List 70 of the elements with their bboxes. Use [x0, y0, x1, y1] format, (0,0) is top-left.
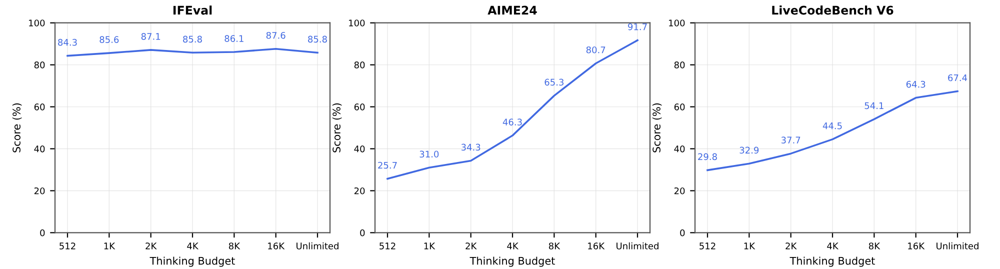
- x-tick-label: 16K: [908, 242, 925, 250]
- x-tick-label: 16K: [268, 242, 285, 250]
- y-tick-label: 0: [40, 229, 45, 236]
- data-label: 29.8: [698, 153, 717, 160]
- data-label: 85.8: [308, 36, 327, 43]
- y-tick-label: 60: [674, 104, 685, 110]
- data-label: 31.0: [420, 150, 439, 158]
- y-tick-label: 20: [674, 187, 685, 194]
- data-label: 32.9: [740, 146, 759, 154]
- data-label: 85.6: [100, 36, 119, 43]
- data-label: 46.3: [502, 118, 522, 126]
- data-label: 67.4: [948, 74, 968, 82]
- y-tick-label: 40: [674, 145, 685, 152]
- data-label: 34.3: [461, 144, 480, 151]
- data-label: 25.7: [378, 162, 397, 169]
- data-label: 44.5: [822, 122, 842, 130]
- x-tick-label: 8K: [548, 242, 560, 250]
- y-tick-label: 60: [34, 104, 45, 110]
- x-tick-label: Unlimited: [936, 242, 978, 250]
- x-tick-label: 1K: [424, 242, 436, 250]
- y-tick-label: 80: [674, 62, 685, 68]
- data-label: 86.1: [224, 35, 244, 42]
- x-tick-label: 512: [380, 242, 396, 250]
- x-tick-label: 8K: [228, 242, 240, 250]
- x-tick-label: 4K: [827, 242, 839, 250]
- x-tick-label: 1K: [104, 242, 116, 250]
- y-tick-label: 20: [354, 187, 365, 194]
- x-tick-label: 2K: [466, 242, 477, 250]
- chart-title: LiveCodeBench V6: [772, 6, 894, 15]
- y-axis-title: Score (%): [332, 103, 342, 152]
- y-axis-title: Score (%): [12, 103, 22, 152]
- data-label: 84.3: [58, 38, 77, 46]
- chart-title: AIME24: [488, 6, 537, 15]
- data-label: 54.1: [864, 102, 884, 110]
- data-label: 64.3: [906, 80, 926, 88]
- line-series: [66, 48, 318, 57]
- data-label: 91.7: [628, 23, 647, 30]
- x-tick-label: 2K: [786, 242, 797, 250]
- y-tick-label: 80: [34, 62, 45, 68]
- x-tick-label: 4K: [187, 242, 199, 250]
- x-tick-label: Unlimited: [616, 242, 658, 250]
- chart-title: IFEval: [173, 6, 212, 15]
- x-tick-label: Unlimited: [296, 242, 338, 250]
- y-tick-label: 40: [354, 145, 365, 152]
- x-tick-label: 8K: [868, 242, 880, 250]
- y-tick-label: 60: [354, 104, 365, 110]
- x-tick-label: 2K: [146, 242, 157, 250]
- y-tick-label: 100: [349, 20, 365, 26]
- data-label: 87.6: [266, 32, 286, 39]
- x-axis-title: Thinking Budget: [790, 256, 875, 267]
- y-tick-label: 100: [669, 20, 685, 26]
- y-tick-label: 100: [29, 20, 45, 26]
- x-tick-label: 4K: [507, 242, 519, 250]
- x-axis-title: Thinking Budget: [470, 256, 555, 267]
- y-tick-label: 80: [354, 62, 365, 68]
- data-label: 65.3: [544, 78, 564, 86]
- x-tick-label: 512: [700, 242, 716, 250]
- y-tick-label: 40: [34, 145, 45, 152]
- data-label: 85.8: [183, 36, 202, 43]
- data-label: 80.7: [586, 46, 606, 54]
- x-tick-label: 512: [60, 242, 76, 250]
- y-tick-label: 0: [360, 229, 365, 236]
- x-tick-label: 16K: [588, 242, 605, 250]
- x-axis-title: Thinking Budget: [150, 256, 235, 267]
- y-axis-title: Score (%): [652, 103, 662, 152]
- y-tick-label: 0: [680, 229, 685, 236]
- y-tick-label: 20: [34, 187, 45, 194]
- data-label: 37.7: [781, 136, 800, 144]
- data-label: 87.1: [141, 33, 160, 40]
- x-tick-label: 1K: [744, 242, 756, 250]
